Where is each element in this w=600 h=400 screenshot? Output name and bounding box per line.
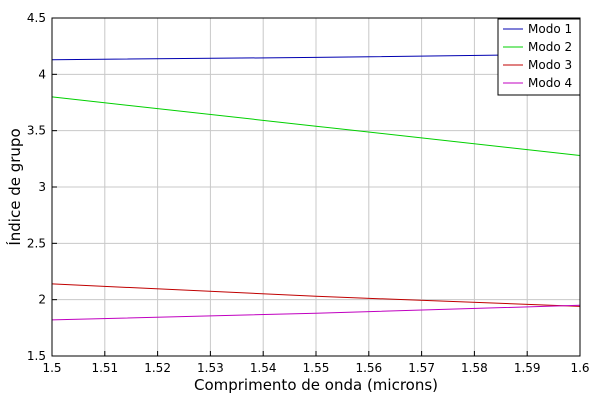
x-tick-label: 1.58 xyxy=(461,361,488,375)
y-axis-ticks: 1.5 2 2.5 3 3.5 4 4.5 xyxy=(27,11,57,363)
y-axis-title: Índice de grupo xyxy=(5,128,24,245)
legend-box xyxy=(497,18,581,96)
legend-label: Modo 2 xyxy=(528,40,572,54)
y-tick-label: 2 xyxy=(38,293,46,307)
x-tick-label: 1.53 xyxy=(197,361,224,375)
x-tick-label: 1.57 xyxy=(408,361,435,375)
y-tick-label: 1.5 xyxy=(27,349,46,363)
y-tick-label: 3 xyxy=(38,180,46,194)
x-axis-ticks: 1.5 1.51 1.52 1.53 1.54 1.55 1.56 1.57 1.58 1.59 1… xyxy=(42,351,590,375)
series-line-modo-1 xyxy=(51,53,581,61)
legend: Modo 1 Modo 2 Modo 3 Modo 4 xyxy=(497,18,581,96)
legend-label: Modo 3 xyxy=(528,58,572,72)
x-axis-title: Comprimento de onda (microns) xyxy=(194,376,438,394)
legend-label: Modo 4 xyxy=(528,76,572,90)
legend-label: Modo 1 xyxy=(528,22,572,36)
x-tick-label: 1.56 xyxy=(355,361,382,375)
series-line-modo-4 xyxy=(51,304,581,321)
x-tick-label: 1.6 xyxy=(570,361,589,375)
y-tick-label: 2.5 xyxy=(27,236,46,250)
y-tick-label: 3.5 xyxy=(27,124,46,138)
y-tick-label: 4 xyxy=(38,67,46,81)
x-tick-label: 1.54 xyxy=(250,361,277,375)
series-line-modo-3 xyxy=(51,283,581,307)
x-tick-label: 1.55 xyxy=(303,361,330,375)
x-tick-label: 1.5 xyxy=(42,361,61,375)
x-tick-label: 1.51 xyxy=(91,361,118,375)
y-tick-label: 4.5 xyxy=(27,11,46,25)
series-lines xyxy=(51,53,581,321)
x-tick-label: 1.52 xyxy=(144,361,171,375)
x-tick-label: 1.59 xyxy=(514,361,541,375)
series-line-modo-2 xyxy=(51,96,581,156)
